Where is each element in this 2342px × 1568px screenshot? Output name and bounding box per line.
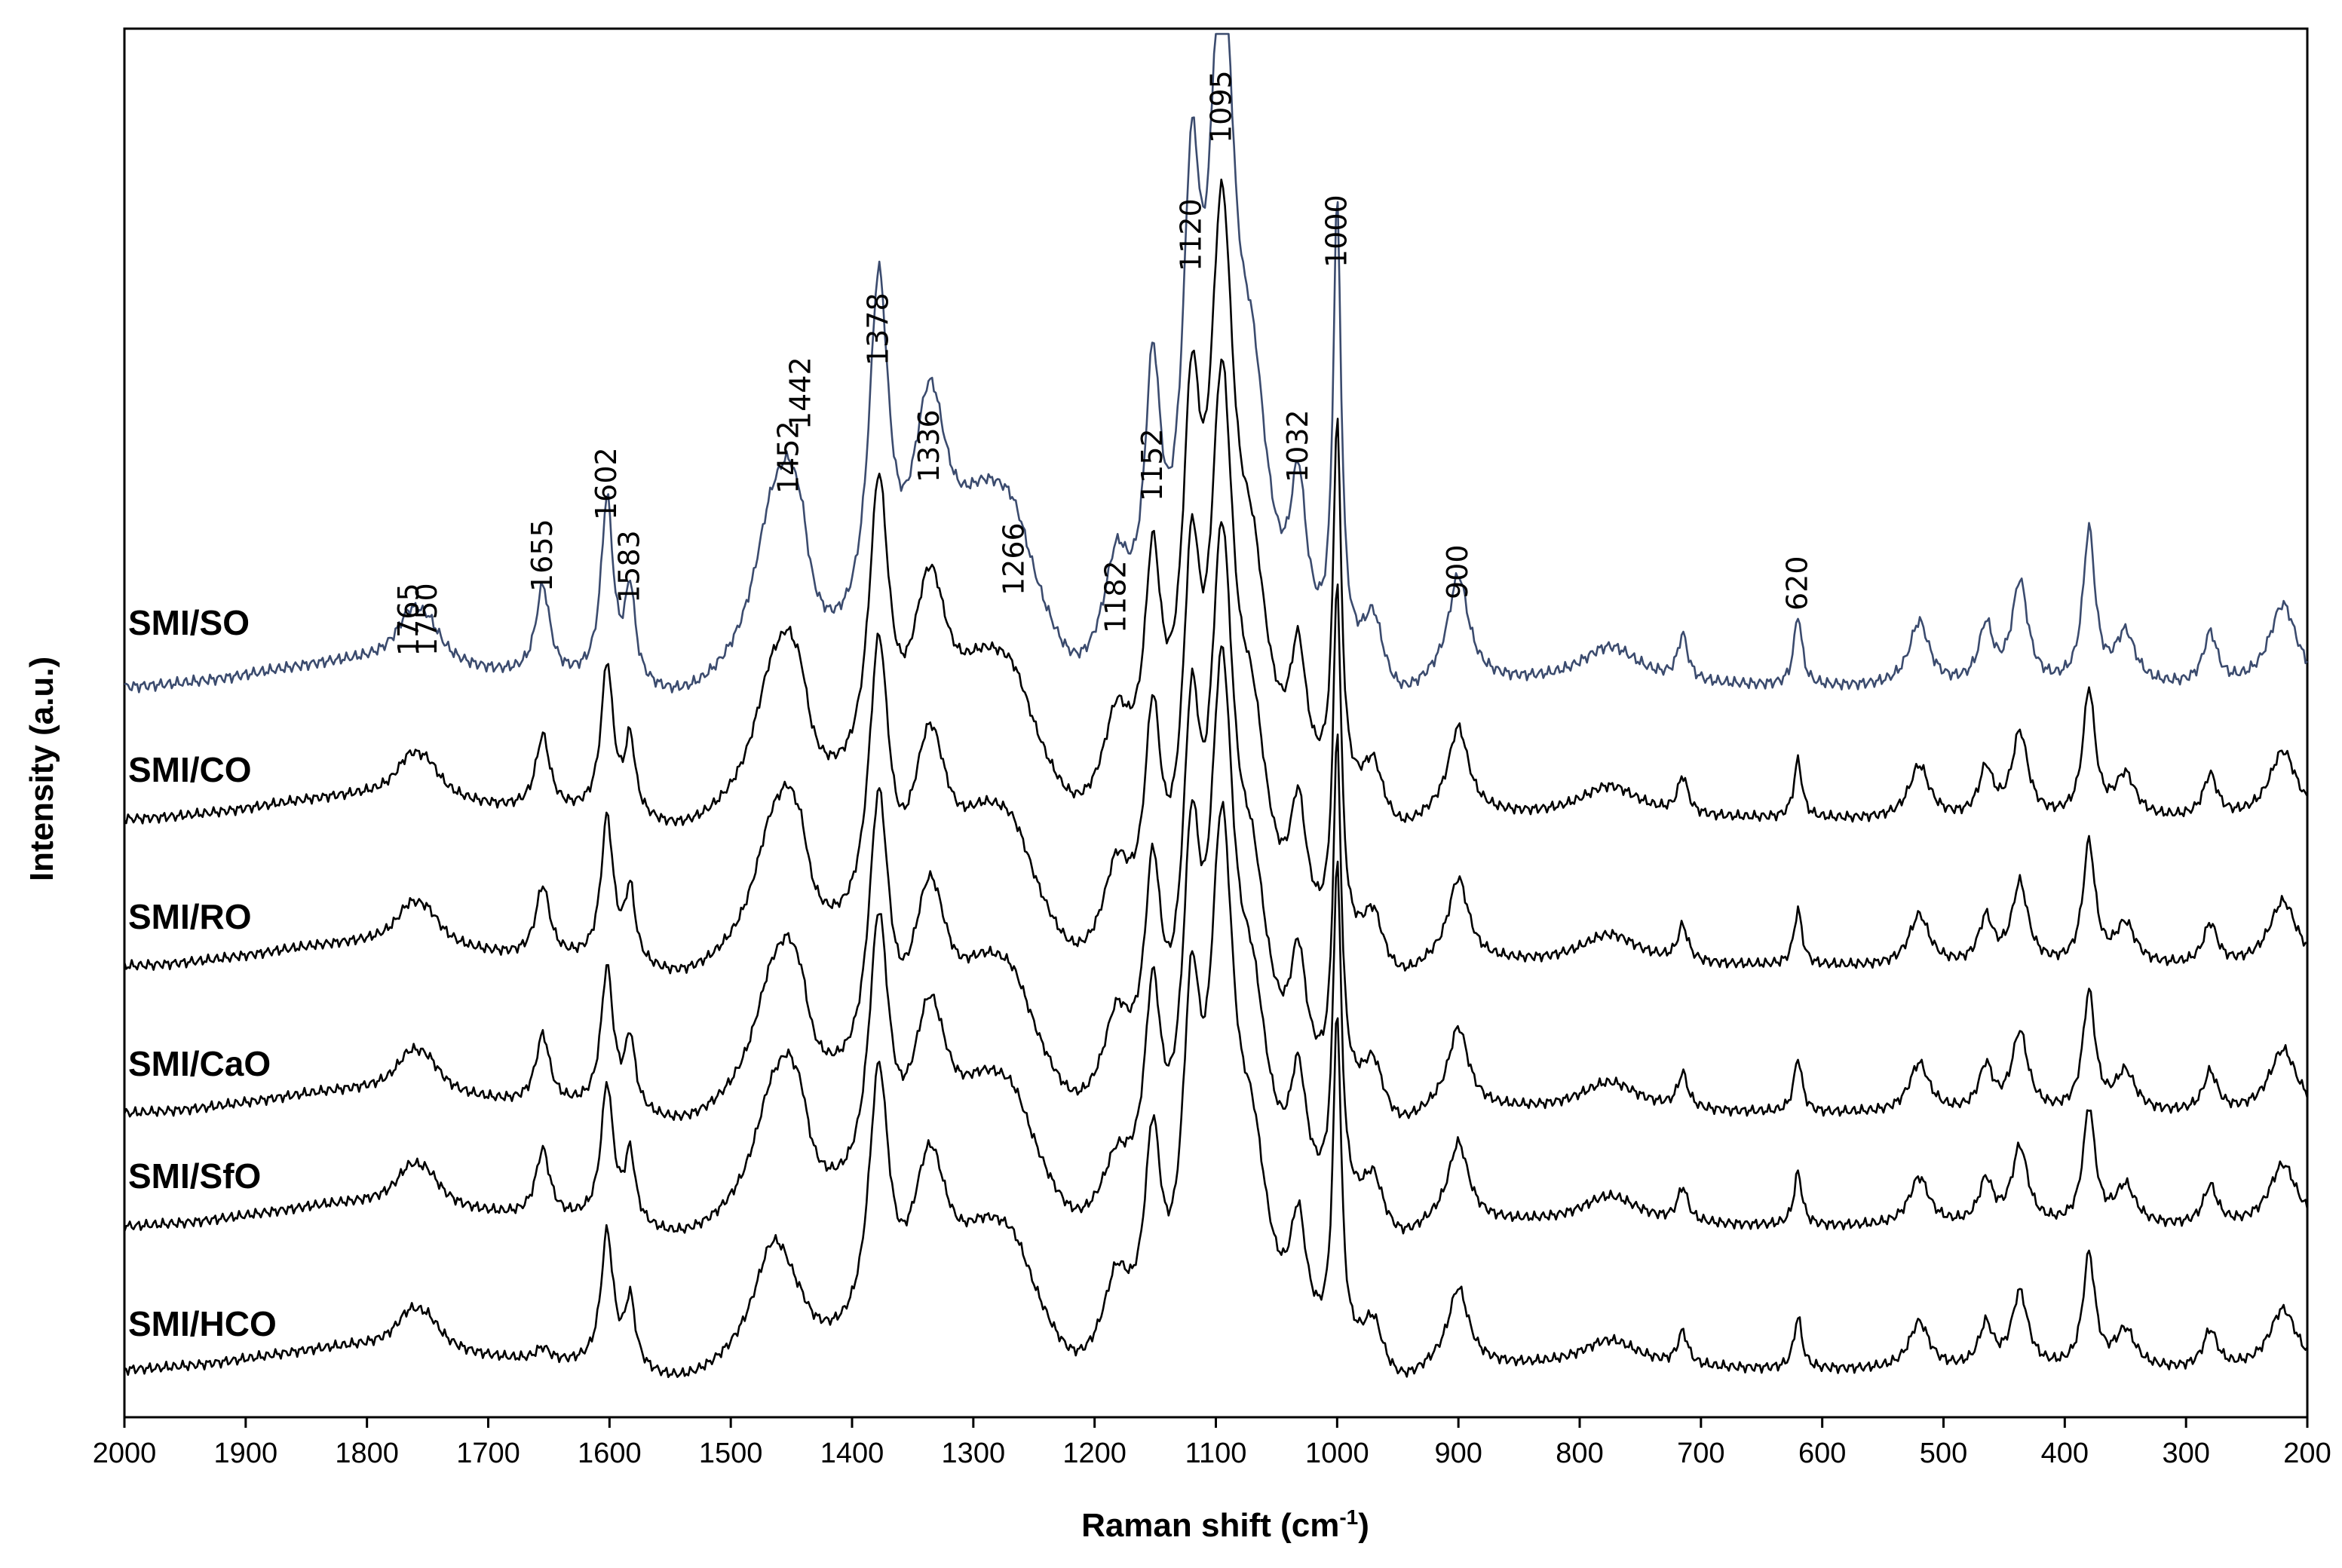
x-tick-label-500: 500 — [1920, 1438, 1967, 1469]
x-tick-label-400: 400 — [2041, 1438, 2089, 1469]
series-line-smi-cao — [123, 521, 2309, 1121]
x-tick-label-800: 800 — [1556, 1438, 1603, 1469]
x-tick-label-1900: 1900 — [214, 1438, 278, 1469]
series-label-smi-hco: SMI/HCO — [128, 1304, 277, 1343]
peak-label-900: 900 — [1441, 544, 1474, 599]
peak-label-1336: 1336 — [912, 409, 946, 482]
x-tick-label-1000: 1000 — [1305, 1438, 1369, 1469]
series-label-smi-sfo: SMI/SfO — [128, 1156, 261, 1196]
x-tick-label-2000: 2000 — [93, 1438, 157, 1469]
x-tick-label-1500: 1500 — [699, 1438, 763, 1469]
x-tick-label-1400: 1400 — [820, 1438, 884, 1469]
x-tick-label-1700: 1700 — [456, 1438, 520, 1469]
series-label-smi-so: SMI/SO — [128, 603, 250, 642]
series-line-smi-hco — [124, 801, 2309, 1379]
series-line-smi-co — [123, 178, 2309, 827]
peak-label-1452: 1452 — [771, 421, 805, 494]
peak-label-1266: 1266 — [998, 522, 1031, 596]
peak-label-1000: 1000 — [1320, 194, 1353, 268]
series-label-smi-co: SMI/CO — [128, 750, 252, 789]
series-line-smi-sfo — [123, 645, 2309, 1235]
peak-label-1182: 1182 — [1099, 560, 1133, 633]
peak-label-1655: 1655 — [526, 519, 559, 592]
x-tick-label-1100: 1100 — [1185, 1438, 1247, 1469]
peak-label-1765: 1765 — [392, 583, 425, 656]
x-axis-ticks: 2000 1900 1800 1700 1600 1500 1400 1300 1200 1100… — [93, 1417, 2331, 1469]
peak-label-620: 620 — [1781, 556, 1814, 611]
series-label-smi-ro: SMI/RO — [128, 897, 252, 936]
peak-label-1583: 1583 — [613, 530, 646, 603]
peak-label-1095: 1095 — [1205, 70, 1238, 143]
x-tick-label-200: 200 — [2283, 1438, 2331, 1469]
y-axis-title: Intensity (a.u.) — [23, 657, 60, 881]
series-group — [123, 32, 2309, 1379]
x-tick-label-1800: 1800 — [335, 1438, 399, 1469]
x-tick-label-700: 700 — [1677, 1438, 1724, 1469]
peak-label-1378: 1378 — [861, 292, 894, 366]
x-axis-title: Raman shift (cm-1) — [1081, 1505, 1369, 1544]
x-tick-label-600: 600 — [1798, 1438, 1846, 1469]
series-line-smi-so — [124, 32, 2308, 694]
x-tick-label-1300: 1300 — [942, 1438, 1006, 1469]
series-line-smi-ro — [123, 358, 2308, 975]
peak-label-1750: 1750 — [410, 583, 443, 656]
series-labels: SMI/SO SMI/CO SMI/RO SMI/CaO SMI/SfO SMI/HCO — [128, 603, 277, 1343]
x-tick-label-900: 900 — [1434, 1438, 1482, 1469]
peak-label-1602: 1602 — [590, 447, 623, 520]
series-label-smi-cao: SMI/CaO — [128, 1044, 271, 1083]
peak-label-1442: 1442 — [783, 357, 817, 430]
x-tick-label-1200: 1200 — [1062, 1438, 1127, 1469]
peak-label-1032: 1032 — [1281, 409, 1314, 482]
peak-label-1120: 1120 — [1174, 198, 1207, 271]
x-tick-label-300: 300 — [2162, 1438, 2209, 1469]
peak-label-1152: 1152 — [1136, 428, 1169, 501]
x-tick-label-1600: 1600 — [578, 1438, 642, 1469]
